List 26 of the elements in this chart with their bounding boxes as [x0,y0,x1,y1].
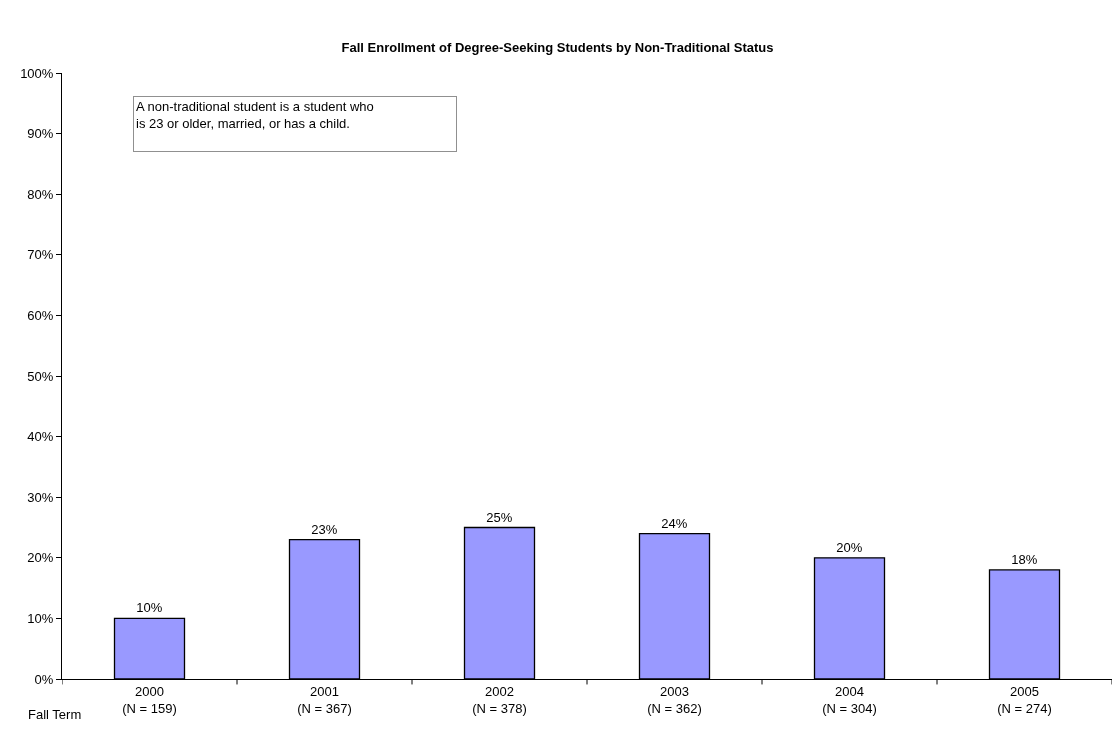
y-tick-label: 70% [27,247,54,263]
y-tick-label: 10% [27,610,54,626]
y-tick-label: 80% [27,186,54,202]
y-tick-label: 90% [27,126,54,142]
x-tick-label: 2002 (N = 378) [472,683,527,716]
x-tick-label: 2003 (N = 362) [647,683,702,716]
y-tick-label: 0% [34,671,54,687]
data-label: 23% [311,521,338,537]
data-label: 25% [486,509,513,525]
data-label: 20% [836,539,863,555]
x-tick-label: 2001 (N = 367) [297,683,352,716]
chart-title: Fall Enrollment of Degree-Seeking Students by Non-Traditional Status [341,40,774,56]
data-label: 10% [136,600,163,616]
annotation: A non-traditional student is a student who is 23 or older, married, or has a child. [136,99,374,131]
x-axis-title: Fall Term [28,707,82,722]
x-tick-label: 2004 (N = 304) [822,683,877,716]
y-tick-label: 50% [27,368,54,384]
y-tick-label: 100% [20,65,54,81]
y-tick-label: 20% [27,550,54,566]
data-label: 18% [1011,551,1038,567]
y-tick-label: 60% [27,307,54,323]
y-tick-label: 30% [27,489,54,505]
x-tick-label: 2000 (N = 159) [122,683,177,716]
data-label: 24% [661,515,688,531]
y-tick-label: 40% [27,429,54,445]
x-tick-label: 2005 (N = 274) [997,683,1052,716]
